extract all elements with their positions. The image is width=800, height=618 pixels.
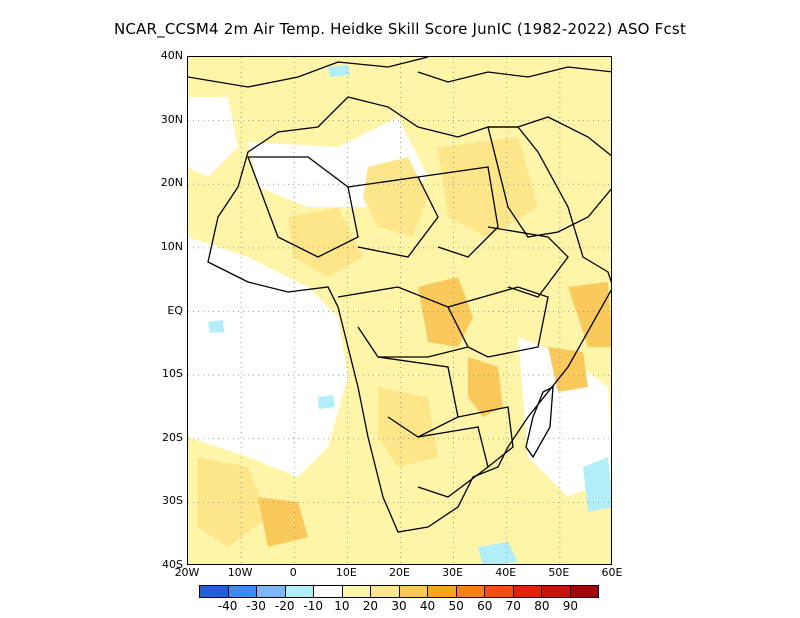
colorbar-swatch: [285, 586, 314, 597]
lat-tick-label: 40S: [162, 558, 183, 571]
colorbar-label: 50: [448, 599, 464, 613]
map-panel: [187, 56, 612, 565]
colorbar: [199, 585, 599, 598]
colorbar-label: -20: [274, 599, 295, 613]
lon-tick-label: 10E: [335, 566, 357, 579]
lon-tick-label: 40E: [495, 566, 517, 579]
colorbar-swatch: [200, 586, 229, 597]
lon-tick-label: 20E: [389, 566, 410, 579]
skill-shading: [188, 57, 611, 564]
colorbar-label: -30: [246, 599, 266, 613]
lat-tick-label: 30N: [160, 112, 183, 126]
lat-tick-label: EQ: [167, 303, 183, 317]
lon-tick-label: 60E: [601, 566, 623, 579]
colorbar-label: 80: [534, 599, 550, 613]
colorbar-label: 40: [419, 599, 436, 613]
colorbar-swatch: [314, 586, 343, 597]
colorbar-label: 90: [562, 599, 579, 613]
colorbar-swatch: [342, 586, 371, 597]
lon-tick-label: 0: [289, 566, 297, 579]
chart-title: NCAR_CCSM4 2m Air Temp. Heidke Skill Sco…: [113, 20, 687, 38]
colorbar-swatch: [456, 586, 485, 597]
colorbar-swatch: [257, 586, 286, 597]
colorbar-swatch: [399, 586, 428, 597]
colorbar-label: 20: [362, 599, 379, 613]
lon-tick-label: 20W: [174, 566, 200, 579]
colorbar-swatch: [228, 586, 257, 597]
lat-tick-label: 10N: [160, 239, 183, 253]
colorbar-label: 60: [477, 599, 493, 613]
colorbar-label: 30: [391, 599, 407, 613]
colorbar-swatch: [570, 586, 598, 597]
colorbar-swatch: [513, 586, 542, 597]
map-svg: [188, 57, 611, 564]
colorbar-swatch: [485, 586, 514, 597]
coastline: [188, 57, 611, 533]
lon-tick-label: 30E: [442, 566, 464, 579]
colorbar-swatch: [371, 586, 400, 597]
lat-tick-label: 30S: [162, 494, 183, 508]
lat-tick-label: 20S: [162, 430, 183, 444]
lon-tick-label: 50E: [548, 566, 570, 579]
colorbar-swatch: [428, 586, 457, 597]
colorbar-label: -40: [217, 599, 238, 613]
lat-tick-label: 20N: [160, 176, 183, 190]
lat-tick-label: 40N: [160, 49, 183, 62]
colorbar-label: 10: [334, 599, 350, 613]
colorbar-swatch: [542, 586, 571, 597]
colorbar-label: -10: [303, 599, 324, 613]
colorbar-label: 70: [505, 599, 521, 613]
lon-tick-label: 10W: [227, 566, 253, 579]
lat-tick-label: 10S: [162, 367, 183, 381]
